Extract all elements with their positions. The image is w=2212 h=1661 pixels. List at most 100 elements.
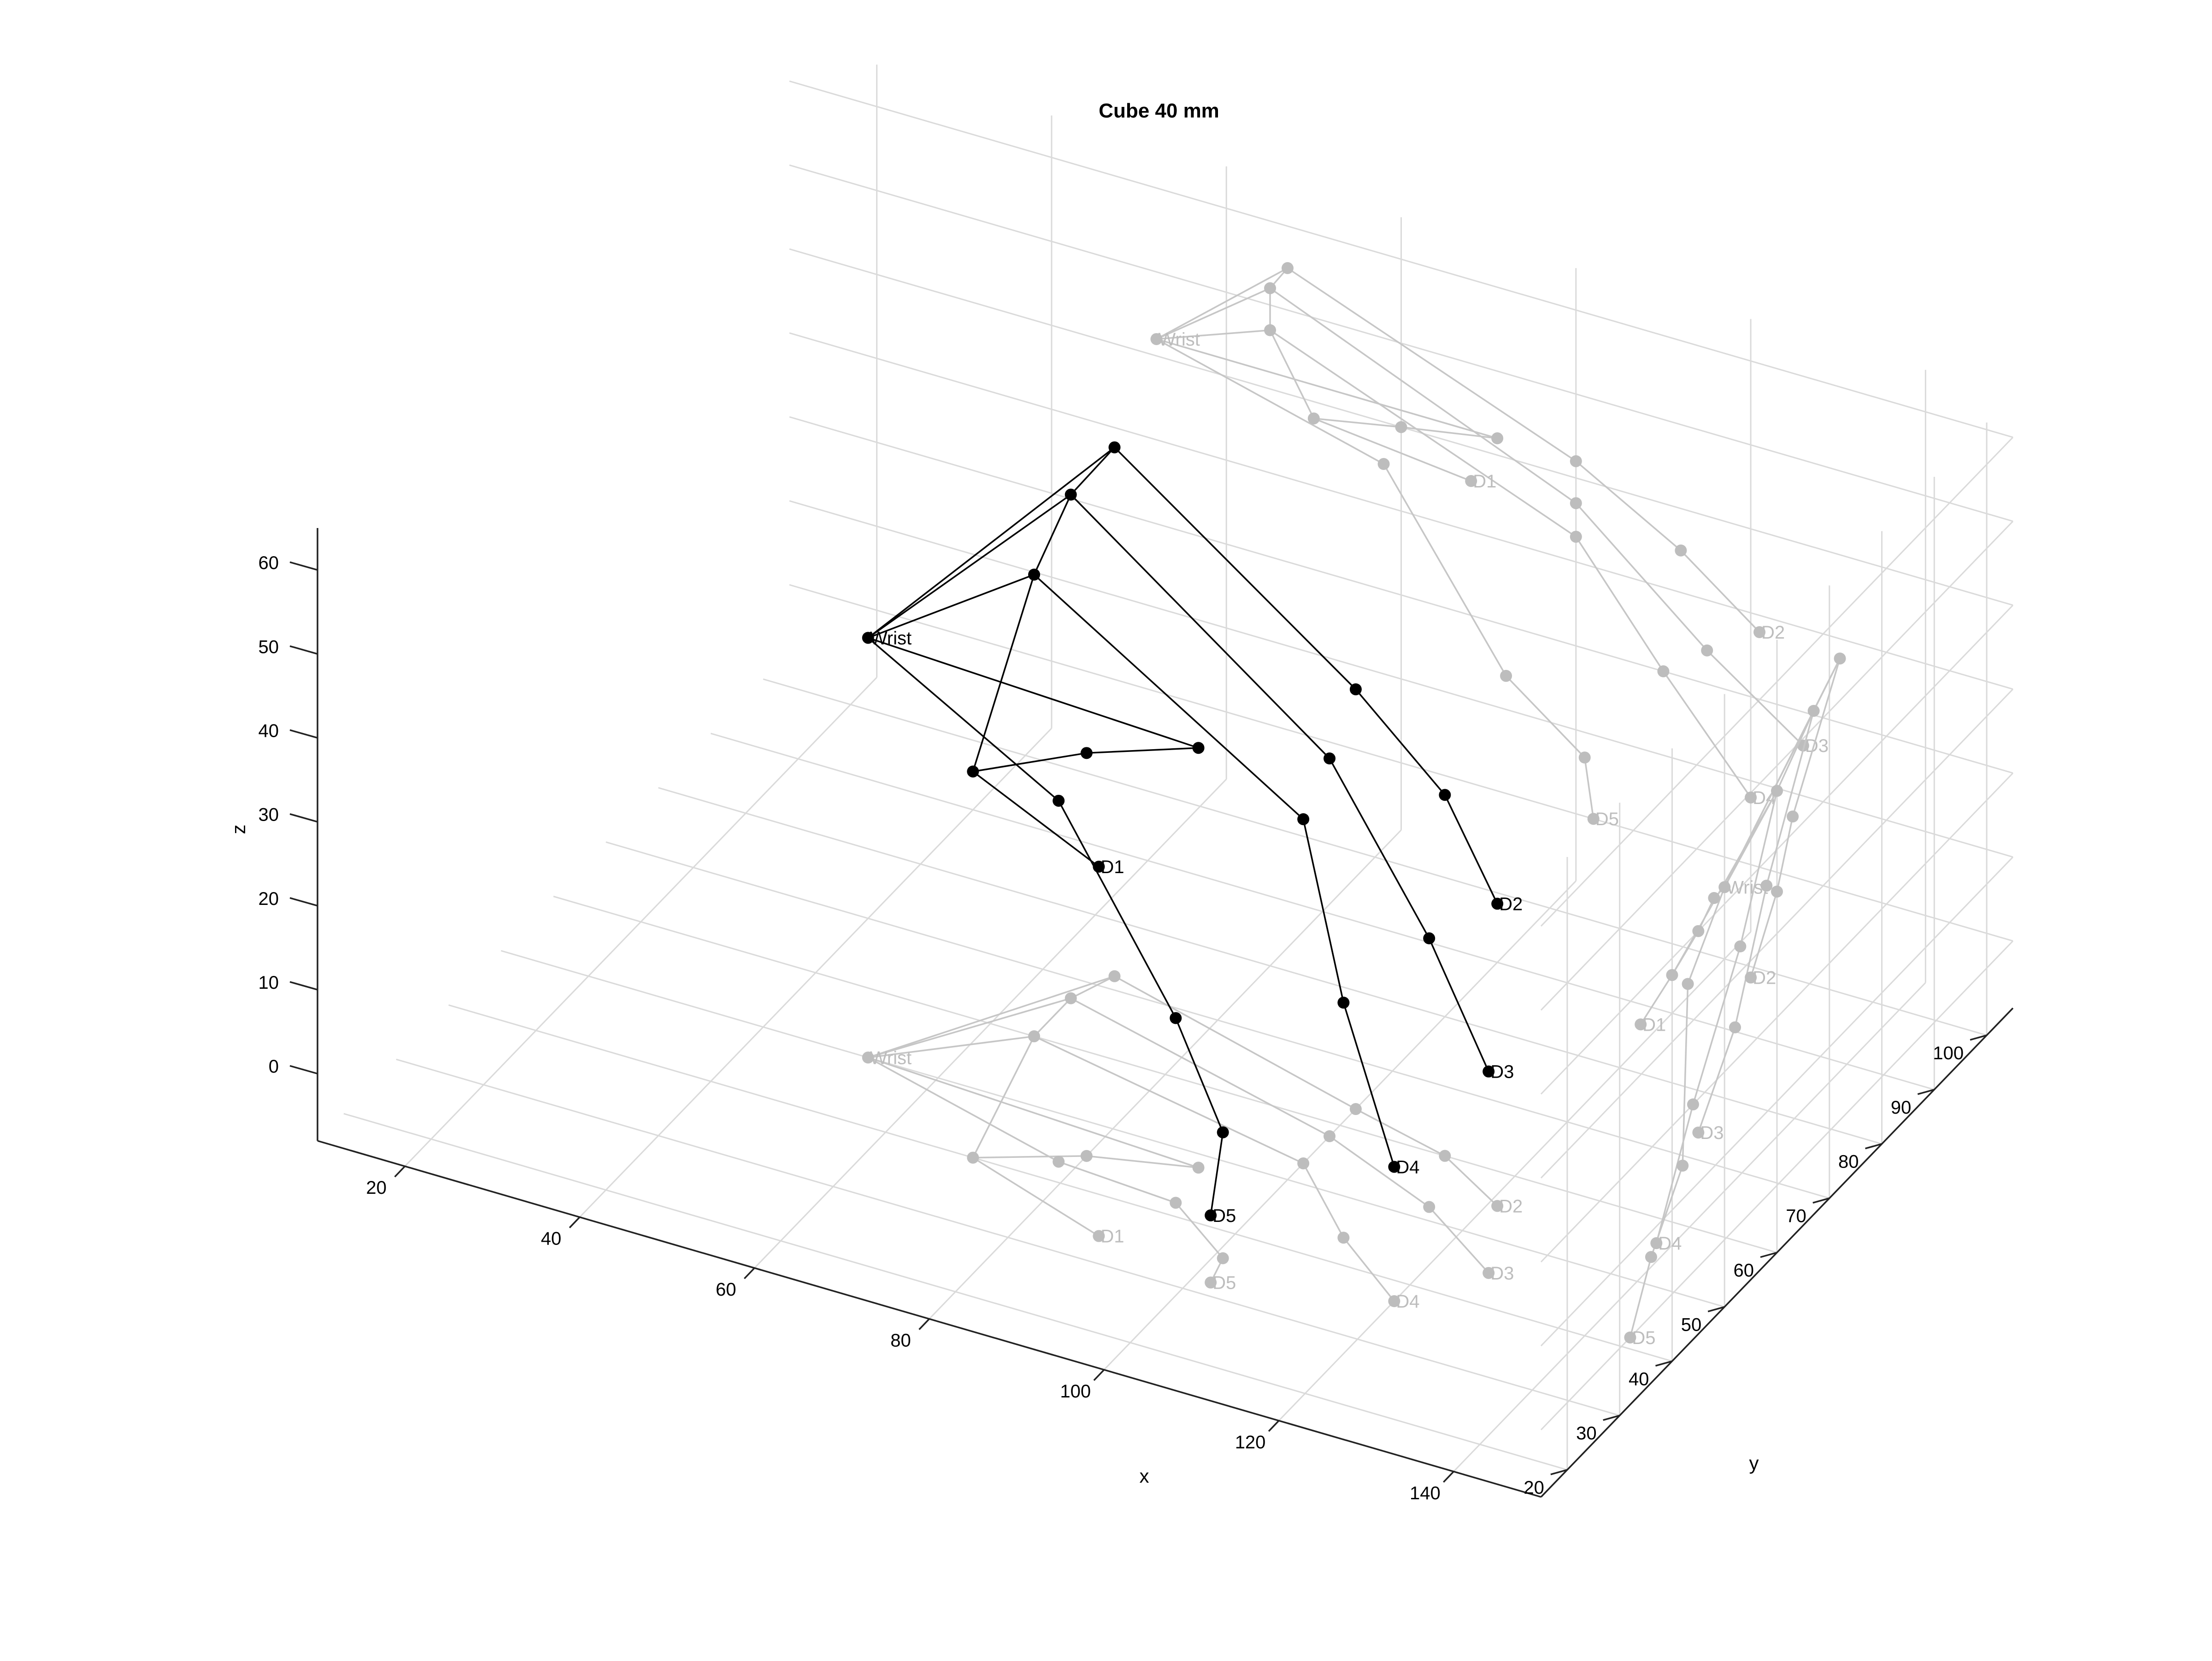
y-tick-label: 50 <box>1681 1315 1702 1335</box>
shadow-edge-back <box>1576 537 1664 671</box>
shadow-label-floor: D2 <box>1499 1196 1523 1216</box>
shadow-joint-back <box>1264 282 1276 294</box>
joint <box>1297 813 1309 825</box>
x-tick-label: 60 <box>716 1279 736 1300</box>
skeleton-edge <box>868 495 1071 638</box>
skeleton-edge <box>1087 748 1199 753</box>
shadow-edge-back <box>1384 464 1506 676</box>
shadow-joint-side <box>1734 940 1746 952</box>
joint <box>1028 569 1040 581</box>
shadow-joint-side <box>1808 705 1820 717</box>
joint-label-wrist: Wrist <box>870 628 912 648</box>
joint <box>1337 997 1349 1009</box>
skeleton-edge <box>1445 795 1497 904</box>
joint <box>1350 683 1362 695</box>
shadow-joint-floor <box>1081 1150 1093 1162</box>
shadow-joint-back <box>1378 458 1390 470</box>
skeleton-edge <box>1343 1003 1394 1167</box>
x-tick-label: 140 <box>1410 1483 1441 1503</box>
x-tick-mark <box>1094 1370 1104 1380</box>
shadow-joint-floor <box>1028 1030 1040 1042</box>
shadow-joint-floor <box>1108 970 1120 982</box>
shadow-joint-back <box>1570 455 1582 467</box>
shadow-edge-side <box>1683 984 1688 1165</box>
z-tick-mark <box>290 562 318 570</box>
y-tick-label: 40 <box>1629 1369 1649 1389</box>
skeleton-edge <box>1356 689 1445 795</box>
shadow-joint-floor <box>1170 1197 1182 1209</box>
shadow-label-side: D5 <box>1632 1328 1655 1348</box>
shadow-joint-floor <box>1297 1157 1309 1169</box>
shadow-label-back: D1 <box>1473 471 1496 492</box>
joint <box>1324 752 1335 764</box>
shadow-edge-floor <box>973 1036 1034 1157</box>
shadow-edge-floor <box>1356 1109 1445 1156</box>
shadow-joint-side <box>1682 978 1694 990</box>
x-axis-label: x <box>1140 1465 1149 1487</box>
shadow-joint-floor <box>1193 1162 1205 1174</box>
skeleton-edge <box>973 771 1099 867</box>
y-tick-label: 100 <box>1933 1043 1964 1063</box>
joint <box>1108 441 1120 453</box>
shadow-edge-side <box>1751 892 1777 977</box>
shadow-edge-back <box>1576 461 1681 551</box>
shadow-joint-side <box>1645 1251 1657 1263</box>
shadow-joint-back <box>1701 645 1713 657</box>
joint <box>1217 1127 1229 1139</box>
shadow-joint-floor <box>1324 1130 1335 1142</box>
joint-label-d4: D4 <box>1396 1157 1419 1177</box>
joint-label-d3: D3 <box>1490 1062 1514 1082</box>
shadow-edge-back <box>1270 288 1576 504</box>
z-tick-mark <box>290 982 318 990</box>
skeleton-edge <box>1211 1133 1223 1215</box>
shadow-label-back: D2 <box>1761 622 1785 643</box>
z-tick-label: 10 <box>259 973 279 993</box>
shadow-edge-back <box>1707 651 1803 745</box>
x-tick-label: 80 <box>890 1331 911 1351</box>
x-tick-label: 40 <box>541 1229 562 1249</box>
chart-title: Cube 40 mm <box>1099 100 1219 122</box>
shadow-joint-back <box>1282 262 1294 274</box>
shadow-joint-side <box>1666 969 1678 981</box>
skeleton-edge <box>1114 447 1355 689</box>
shadow-label-floor: D5 <box>1212 1273 1236 1293</box>
z-tick-label: 0 <box>269 1056 279 1077</box>
x-tick-mark <box>570 1217 580 1228</box>
shadow-label-floor: D3 <box>1490 1263 1514 1284</box>
shadow-label-side: D1 <box>1642 1015 1666 1035</box>
z-tick-mark <box>290 898 318 906</box>
shadow-joint-floor <box>1423 1201 1435 1213</box>
z-tick-mark <box>290 730 318 738</box>
joint <box>1439 789 1451 801</box>
x-tick-mark <box>744 1268 754 1279</box>
shadow-joint-side <box>1708 892 1720 904</box>
grid-line-y-floor <box>659 788 1882 1144</box>
joint <box>1081 747 1093 759</box>
shadow-edge-back <box>1506 676 1585 757</box>
shadow-edge-floor <box>868 1057 1059 1162</box>
shadow-edge-side <box>1630 1257 1651 1338</box>
joint-label-d1: D1 <box>1100 857 1124 877</box>
x-tick-label: 20 <box>366 1178 387 1198</box>
y-tick-label: 90 <box>1891 1098 1912 1118</box>
shadow-joint-back <box>1657 665 1669 677</box>
skeleton-edge <box>1429 939 1488 1072</box>
shadow-joint-back <box>1675 545 1687 557</box>
shadow-edge-floor <box>1303 1163 1343 1238</box>
shadow-joint-back <box>1308 412 1320 424</box>
shadow-label-back: D3 <box>1805 736 1829 756</box>
shadow-joint-side <box>1834 652 1846 664</box>
shadow-edge-floor <box>973 1156 1087 1158</box>
y-tick-label: 80 <box>1838 1152 1859 1172</box>
shadow-joint-floor <box>1439 1150 1451 1162</box>
shadow-joint-side <box>1677 1160 1688 1172</box>
shadow-label-side: D4 <box>1658 1233 1682 1254</box>
z-tick-label: 50 <box>259 637 279 657</box>
x-tick-mark <box>1443 1472 1453 1482</box>
skeleton-edge <box>868 638 1199 748</box>
joint <box>1423 933 1435 945</box>
x-tick-label: 100 <box>1060 1381 1091 1402</box>
z-tick-mark <box>290 646 318 654</box>
shadow-joint-back <box>1491 432 1503 444</box>
shadow-edge-side <box>1698 1027 1735 1133</box>
